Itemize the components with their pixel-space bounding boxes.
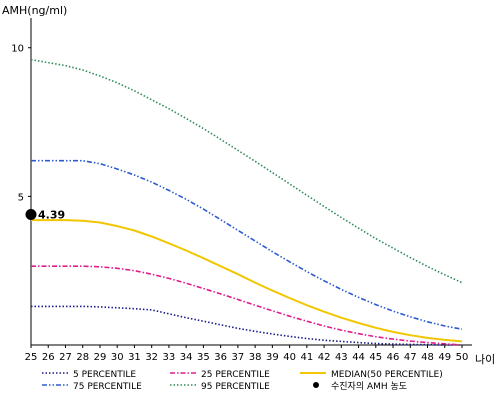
x-tick-label: 26 (42, 352, 55, 363)
y-tick-label: 5 (18, 192, 24, 203)
patient-amh-point (25, 208, 37, 220)
x-tick-label: 38 (249, 352, 262, 363)
series-line (31, 219, 463, 343)
x-tick-label: 37 (232, 352, 245, 363)
x-tick-label: 45 (369, 352, 382, 363)
series-line (30, 58, 463, 284)
legend-marker-swatch (313, 382, 319, 388)
x-tick-label: 49 (438, 352, 451, 363)
y-tick-label: 10 (11, 44, 24, 55)
series-line (31, 305, 462, 346)
legend-label: 95 PERCENTILE (201, 382, 270, 392)
ticks: 25 26 27 28 29 30 31 32 33 34 35 36 37 38 39 40 41 42 43 44… (11, 44, 468, 363)
x-tick-label: 46 (387, 352, 400, 363)
x-tick-label: 30 (111, 352, 124, 363)
x-tick-label: 27 (59, 352, 72, 363)
x-tick-label: 39 (266, 352, 279, 363)
x-tick-label: 48 (421, 352, 434, 363)
x-tick-label: 25 (25, 352, 38, 363)
x-tick-label: 44 (352, 352, 365, 363)
x-tick-label: 47 (404, 352, 417, 363)
y-axis-title: AMH(ng/ml) (2, 4, 67, 17)
patient-amh-value-label: 4.39 (38, 208, 65, 221)
legend-marker-label: 수진자의 AMH 농도 (331, 381, 407, 392)
series-line (31, 159, 463, 330)
x-tick-label: 29 (94, 352, 107, 363)
x-tick-label: 36 (214, 352, 227, 363)
series-line (31, 265, 463, 346)
x-tick-label: 28 (76, 352, 89, 363)
x-tick-label: 33 (163, 352, 176, 363)
x-tick-label: 40 (283, 352, 296, 363)
legend-label: 25 PERCENTILE (201, 370, 270, 380)
axes: AMH(ng/ml) 나이 (2, 4, 495, 366)
x-axis-title: 나이 (475, 353, 495, 366)
x-tick-label: 50 (456, 352, 469, 363)
legend: 5 PERCENTILE 75 PERCENTILE 25 PERCENTILE 95… (42, 370, 443, 392)
legend-label: 5 PERCENTILE (73, 370, 136, 380)
x-tick-label: 32 (145, 352, 158, 363)
x-tick-label: 42 (318, 352, 331, 363)
series-lines (30, 58, 463, 346)
legend-label: MEDIAN(50 PERCENTILE) (331, 370, 443, 380)
x-tick-label: 34 (180, 352, 193, 363)
legend-label: 75 PERCENTILE (73, 382, 142, 392)
patient-marker: 4.39 (25, 208, 65, 221)
x-tick-label: 31 (128, 352, 141, 363)
x-tick-label: 43 (335, 352, 348, 363)
x-tick-label: 35 (197, 352, 210, 363)
x-tick-label: 41 (300, 352, 313, 363)
